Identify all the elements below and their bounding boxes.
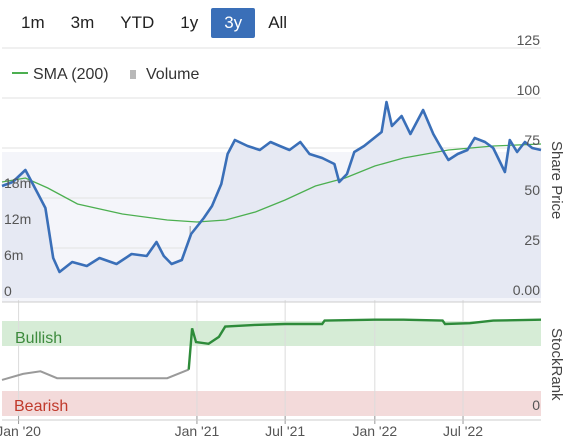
volume-tick-label: 18m: [4, 175, 31, 191]
volume-tick-label: 6m: [4, 247, 23, 263]
volume-axis-ticks: 0 6m 12m 18m: [4, 175, 31, 299]
time-axis-ticks: Jan '20 Jan '21 Jul '21 Jan '22 Jul '22: [0, 423, 483, 439]
price-tick-label: 50: [524, 182, 540, 198]
range-button-1y[interactable]: 1y: [167, 8, 211, 38]
volume-tick-label: 12m: [4, 211, 31, 227]
time-tick-label: Jul '22: [443, 423, 483, 439]
price-tick-label: 100: [517, 82, 541, 98]
range-button-ytd[interactable]: YTD: [107, 8, 167, 38]
stockrank-bullish-line: [187, 318, 542, 370]
time-tick-label: Jan '20: [0, 423, 41, 439]
price-tick-label: 25: [524, 232, 540, 248]
stockrank-tick-0: 0: [532, 397, 540, 413]
bearish-band: [2, 391, 541, 416]
time-tick-label: Jan '22: [352, 423, 397, 439]
range-button-3m[interactable]: 3m: [58, 8, 108, 38]
stockrank-neutral-line: [1, 368, 190, 381]
range-button-3y[interactable]: 3y: [211, 8, 256, 38]
time-tick-label: Jul '21: [265, 423, 305, 439]
volume-tick-label: 0: [4, 283, 12, 299]
sma-line: [1, 143, 542, 223]
stockrank-axis-title: StockRank: [548, 328, 565, 401]
legend-volume-swatch: [130, 70, 136, 79]
range-button-1m[interactable]: 1m: [8, 8, 58, 38]
price-tick-label: 75: [524, 132, 540, 148]
legend-volume-label: Volume: [146, 66, 199, 83]
range-selector: 1m 3m YTD 1y 3y All: [8, 8, 300, 38]
share-price-line: [1, 100, 542, 274]
price-area-fill: [2, 102, 541, 298]
price-tick-label: 125: [517, 32, 541, 48]
legend-sma-label: SMA (200): [33, 66, 109, 83]
price-axis-ticks: 0.00 25 50 75 100 125: [513, 32, 540, 298]
bullish-label: Bullish: [15, 330, 62, 347]
bearish-label: Bearish: [14, 398, 68, 415]
price-axis-title: Share Price: [548, 141, 565, 219]
price-tick-label: 0.00: [513, 282, 540, 298]
time-tick-label: Jan '21: [175, 423, 220, 439]
range-button-all[interactable]: All: [255, 8, 300, 38]
